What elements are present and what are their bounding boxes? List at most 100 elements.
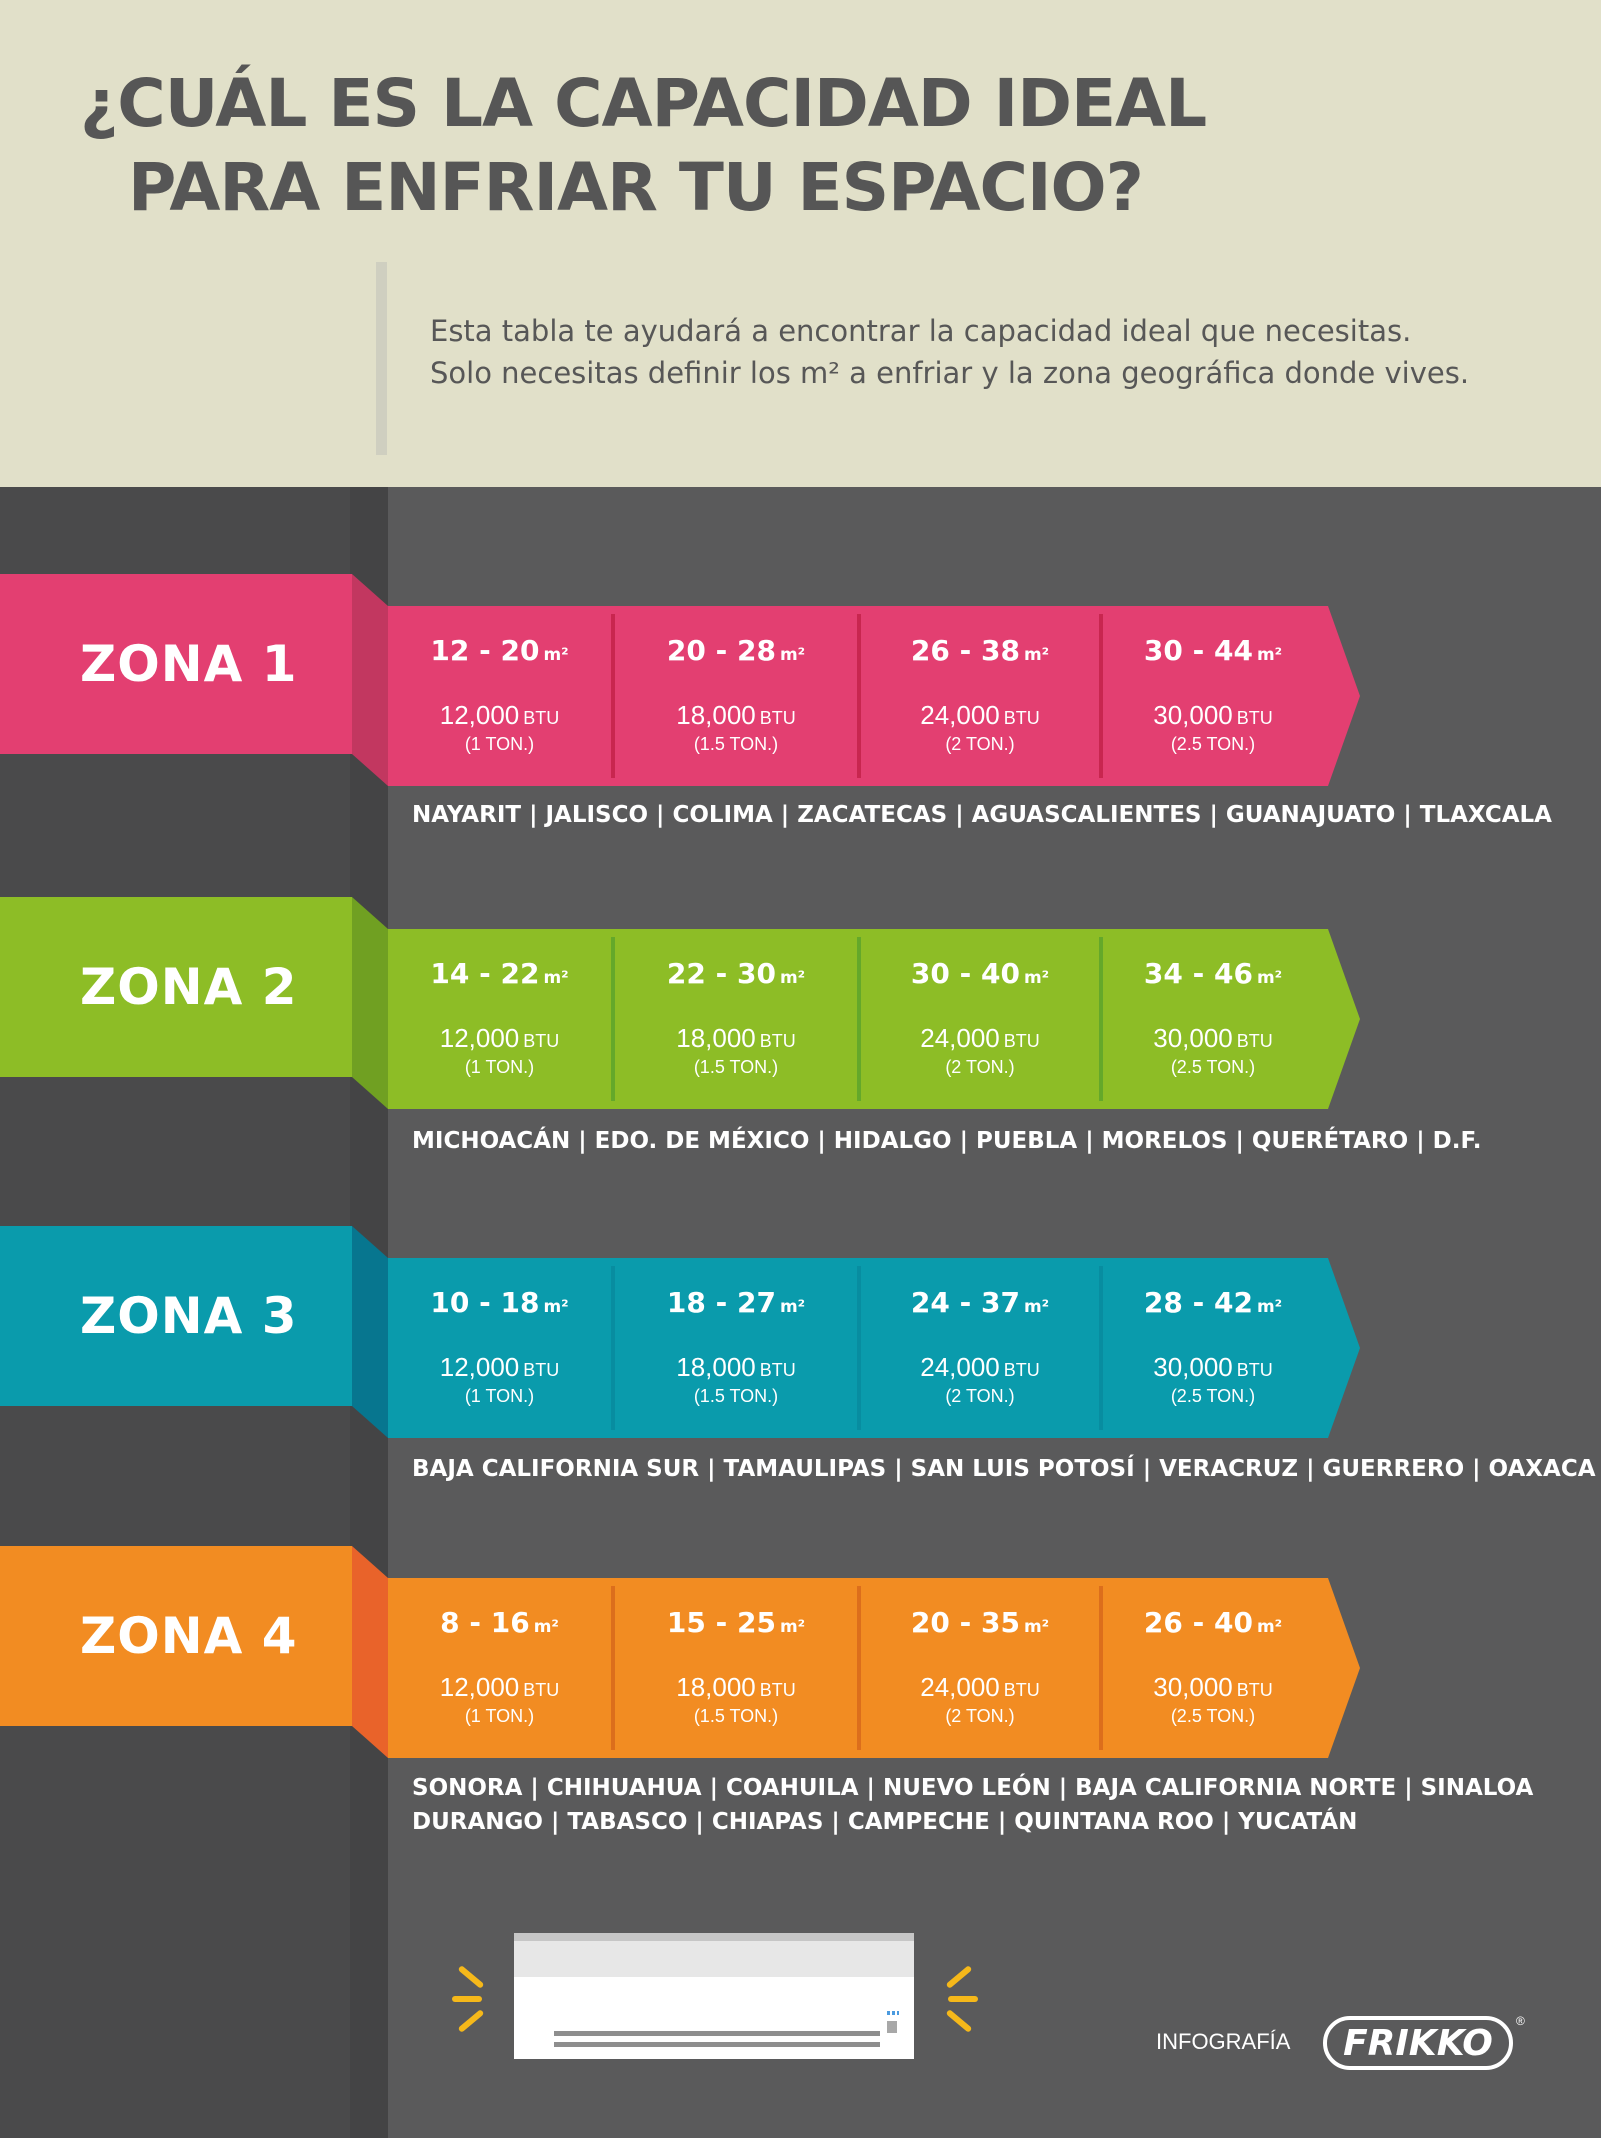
btu-value: 18,000 — [676, 1352, 756, 1382]
cell-divider — [611, 1586, 615, 1750]
btu-unit: BTU — [523, 708, 560, 728]
btu-unit: BTU — [1236, 1031, 1273, 1051]
zone-states: SONORA | CHIHUAHUA | COAHUILA | NUEVO LE… — [412, 1771, 1533, 1839]
tonnage: (1 TON.) — [464, 734, 535, 754]
ray-right-bottom — [945, 2009, 973, 2033]
area-unit: m² — [779, 1297, 806, 1317]
area-range: 26 - 40 m² — [1103, 1606, 1323, 1639]
ray-left-bottom — [457, 2009, 485, 2033]
zone-ribbon-fold — [352, 897, 388, 1109]
btu-unit: BTU — [759, 708, 796, 728]
tonnage: (2 TON.) — [945, 1386, 1015, 1406]
zone-row: ZONA 2 14 - 22 m² 12,000 BTU (1 TON.) 22 - 30 m… — [0, 897, 1601, 1137]
ac-panel — [514, 1941, 914, 1977]
capacity-cell: 30 - 44 m² 30,000 BTU (2.5 TON.) — [1103, 606, 1323, 786]
cell-divider — [1099, 937, 1103, 1101]
intro-line-2: Solo necesitas definir los m² a enfriar … — [430, 356, 1470, 390]
area-value: 26 - 38 — [910, 634, 1020, 667]
area-value: 14 - 22 — [430, 957, 540, 990]
btu-value: 12,000 — [439, 1023, 520, 1053]
area-range: 10 - 18 m² — [388, 1286, 611, 1319]
area-unit: m² — [779, 1617, 806, 1637]
area-range: 14 - 22 m² — [388, 957, 611, 990]
area-value: 34 - 46 — [1143, 957, 1253, 990]
area-value: 18 - 27 — [666, 1286, 776, 1319]
btu-unit: BTU — [759, 1031, 796, 1051]
btu-unit: BTU — [759, 1360, 796, 1380]
area-unit: m² — [543, 968, 569, 988]
zone-states: MICHOACÁN | EDO. DE MÉXICO | HIDALGO | P… — [412, 1124, 1482, 1158]
tonnage: (1.5 TON.) — [693, 1386, 779, 1406]
capacity-band: 12 - 20 m² 12,000 BTU (1 TON.) 20 - 28 m² 18,00… — [388, 606, 1360, 786]
area-range: 18 - 27 m² — [615, 1286, 857, 1319]
cell-divider — [857, 614, 861, 778]
area-range: 30 - 40 m² — [861, 957, 1099, 990]
title-line-2: PARA ENFRIAR TU ESPACIO? — [128, 149, 1144, 226]
capacity-cell: 12 - 20 m² 12,000 BTU (1 TON.) — [388, 606, 611, 786]
zone-ribbon-fold — [352, 574, 388, 786]
btu-capacity: 30,000 BTU — [1103, 1672, 1323, 1703]
area-unit: m² — [543, 645, 569, 665]
ray-right-mid — [948, 1996, 978, 2002]
ray-left-mid — [452, 1996, 482, 2002]
tonnage: (1 TON.) — [464, 1386, 535, 1406]
title-line-1: ¿CUÁL ES LA CAPACIDAD IDEAL — [80, 65, 1207, 142]
ac-vent-line-2 — [554, 2042, 880, 2047]
capacity-band: 10 - 18 m² 12,000 BTU (1 TON.) 18 - 27 m² 18,00… — [388, 1258, 1360, 1438]
capacity-cell: 20 - 35 m² 24,000 BTU (2 TON.) — [861, 1578, 1099, 1758]
zone-label: ZONA 2 — [0, 897, 352, 1077]
tonnage: (1.5 TON.) — [693, 734, 779, 754]
area-range: 24 - 37 m² — [861, 1286, 1099, 1319]
area-unit: m² — [1023, 645, 1050, 665]
tonnage: (2.5 TON.) — [1170, 1057, 1256, 1077]
area-unit: m² — [543, 1297, 569, 1317]
credit-label: INFOGRAFÍA — [1156, 2029, 1291, 2054]
btu-value: 18,000 — [676, 1023, 756, 1053]
area-value: 20 - 35 — [910, 1606, 1020, 1639]
page-title: ¿CUÁL ES LA CAPACIDAD IDEAL PARA ENFRIAR… — [80, 62, 1207, 230]
btu-unit: BTU — [1003, 1360, 1040, 1380]
btu-capacity: 18,000 BTU — [615, 700, 857, 731]
area-value: 8 - 16 — [440, 1606, 530, 1639]
btu-unit: BTU — [1236, 1360, 1273, 1380]
btu-capacity: 30,000 BTU — [1103, 1352, 1323, 1383]
area-value: 15 - 25 — [666, 1606, 776, 1639]
btu-value: 24,000 — [920, 1023, 1000, 1053]
btu-value: 24,000 — [920, 1352, 1000, 1382]
cell-divider — [857, 1586, 861, 1750]
cell-divider — [611, 1266, 615, 1430]
area-value: 28 - 42 — [1143, 1286, 1253, 1319]
btu-unit: BTU — [1003, 1031, 1040, 1051]
btu-unit: BTU — [1003, 708, 1040, 728]
states-line: DURANGO | TABASCO | CHIAPAS | CAMPECHE |… — [412, 1809, 1358, 1835]
tonnage: (1 TON.) — [464, 1057, 535, 1077]
tonnage: (2.5 TON.) — [1170, 734, 1256, 754]
area-value: 26 - 40 — [1143, 1606, 1253, 1639]
btu-unit: BTU — [523, 1680, 560, 1700]
area-unit: m² — [779, 968, 806, 988]
area-unit: m² — [533, 1617, 559, 1637]
btu-capacity: 18,000 BTU — [615, 1352, 857, 1383]
area-value: 30 - 40 — [910, 957, 1020, 990]
ray-right-top — [945, 1965, 973, 1989]
frikko-logo: FRIKKO — [1323, 2016, 1513, 2070]
btu-capacity: 12,000 BTU — [388, 1023, 611, 1054]
area-value: 22 - 30 — [666, 957, 776, 990]
air-conditioner-unit — [514, 1933, 914, 2059]
area-unit: m² — [1256, 1617, 1283, 1637]
area-value: 24 - 37 — [910, 1286, 1020, 1319]
btu-unit: BTU — [523, 1360, 560, 1380]
cell-divider — [611, 937, 615, 1101]
btu-capacity: 24,000 BTU — [861, 1023, 1099, 1054]
btu-value: 12,000 — [439, 1672, 520, 1702]
capacity-cell: 34 - 46 m² 30,000 BTU (2.5 TON.) — [1103, 929, 1323, 1109]
btu-value: 12,000 — [439, 1352, 520, 1382]
area-value: 10 - 18 — [430, 1286, 540, 1319]
states-line: NAYARIT | JALISCO | COLIMA | ZACATECAS |… — [412, 802, 1552, 828]
area-value: 12 - 20 — [430, 634, 540, 667]
cell-divider — [1099, 1266, 1103, 1430]
tonnage: (2.5 TON.) — [1170, 1706, 1256, 1726]
capacity-cell: 18 - 27 m² 18,000 BTU (1.5 TON.) — [615, 1258, 857, 1438]
area-range: 34 - 46 m² — [1103, 957, 1323, 990]
cell-divider — [1099, 1586, 1103, 1750]
